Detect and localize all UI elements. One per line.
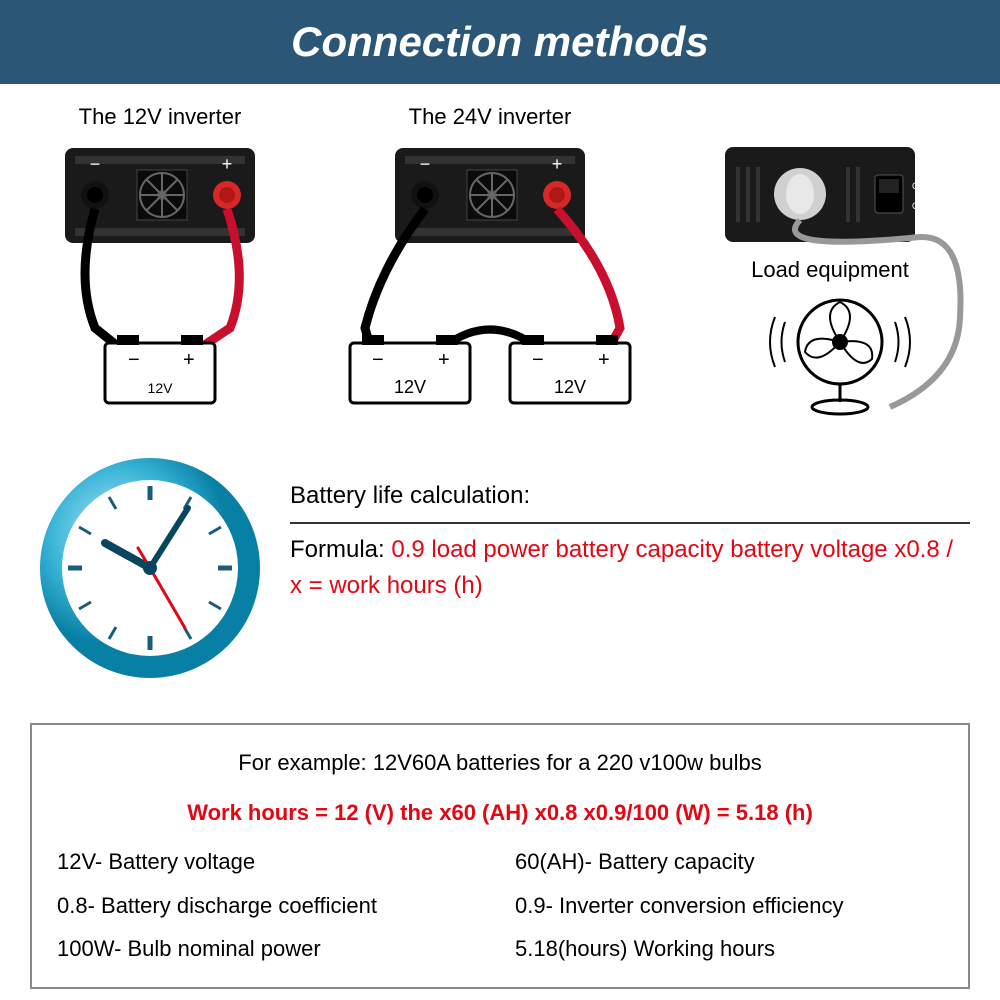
label-12v: The 12V inverter — [79, 104, 242, 130]
calc-title: Battery life calculation: — [290, 478, 970, 514]
svg-text:−: − — [90, 154, 101, 174]
load-label: Load equipment — [751, 257, 909, 282]
header-title: Connection methods — [0, 0, 1000, 84]
calc-section: Battery life calculation: Formula: 0.9 l… — [0, 428, 1000, 713]
svg-text:ON: ON — [912, 181, 926, 191]
diagram-12v: The 12V inverter − + — [30, 104, 290, 418]
svg-text:+: + — [183, 349, 195, 371]
svg-24v: − + − + 12V − + 12V — [310, 138, 670, 418]
svg-text:+: + — [598, 349, 610, 371]
svg-text:+: + — [552, 154, 563, 174]
svg-text:−: − — [420, 154, 431, 174]
example-intro: For example: 12V60A batteries for a 220 … — [57, 743, 943, 783]
svg-text:−: − — [372, 349, 384, 371]
svg-text:+: + — [438, 349, 450, 371]
svg-text:OFF: OFF — [912, 201, 930, 211]
ex-r2c1: 5.18(hours) Working hours — [515, 929, 943, 969]
ex-r2c0: 100W- Bulb nominal power — [57, 929, 485, 969]
svg-12v: − + − + 12V — [35, 138, 285, 418]
label-24v: The 24V inverter — [409, 104, 572, 130]
diagram-24v: The 24V inverter − + — [310, 104, 670, 418]
example-workhours: Work hours = 12 (V) the x60 (AH) x0.8 x0… — [57, 793, 943, 833]
svg-load: ON OFF Load equipment — [690, 137, 970, 417]
example-box: For example: 12V60A batteries for a 220 … — [30, 723, 970, 989]
svg-text:−: − — [532, 349, 544, 371]
diagram-section: The 12V inverter − + — [0, 84, 1000, 428]
diagram-load: ON OFF Load equipment — [690, 104, 970, 418]
svg-text:12V: 12V — [554, 377, 586, 397]
clock-icon — [30, 448, 270, 693]
svg-text:12V: 12V — [394, 377, 426, 397]
calc-formula: Formula: 0.9 load power battery capacity… — [290, 532, 970, 604]
svg-text:+: + — [222, 154, 233, 174]
battery-12v-label: 12V — [148, 380, 174, 396]
calc-text: Battery life calculation: Formula: 0.9 l… — [290, 448, 970, 604]
ex-r1c1: 0.9- Inverter conversion efficiency — [515, 886, 943, 926]
ex-r0c0: 12V- Battery voltage — [57, 842, 485, 882]
example-grid: 12V- Battery voltage 60(AH)- Battery cap… — [57, 842, 943, 969]
ex-r0c1: 60(AH)- Battery capacity — [515, 842, 943, 882]
svg-text:−: − — [128, 349, 140, 371]
ex-r1c0: 0.8- Battery discharge coefficient — [57, 886, 485, 926]
